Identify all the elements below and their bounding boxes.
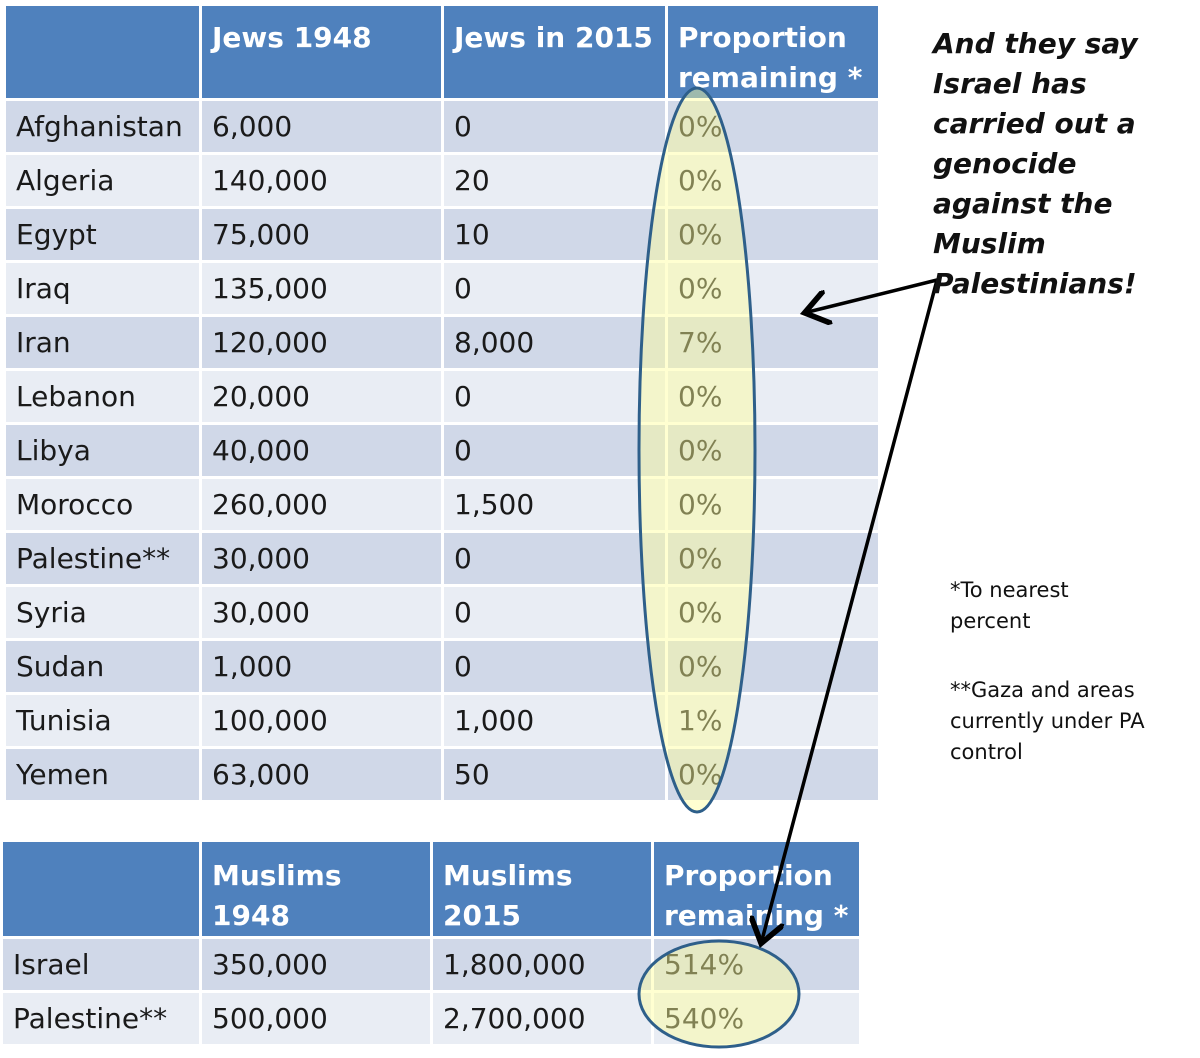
value-1948-cell: 120,000 [202, 317, 441, 368]
value-2015-cell: 8,000 [444, 317, 665, 368]
country-cell: Palestine** [3, 993, 199, 1044]
muslims-header-proportion: Proportion remaining * [654, 842, 859, 936]
country-cell: Yemen [6, 749, 199, 800]
jews-header-proportion: Proportion remaining * [668, 6, 878, 98]
value-2015-cell: 2,700,000 [433, 993, 651, 1044]
table-row: Syria 30,000 0 0% [6, 587, 878, 638]
table-row: Morocco 260,000 1,500 0% [6, 479, 878, 530]
value-1948-cell: 6,000 [202, 101, 441, 152]
proportion-cell: 0% [668, 209, 878, 260]
value-2015-cell: 1,000 [444, 695, 665, 746]
country-cell: Tunisia [6, 695, 199, 746]
country-cell: Egypt [6, 209, 199, 260]
value-2015-cell: 1,500 [444, 479, 665, 530]
value-1948-cell: 350,000 [202, 939, 430, 990]
value-2015-cell: 0 [444, 371, 665, 422]
proportion-cell: 0% [668, 533, 878, 584]
proportion-cell: 0% [668, 641, 878, 692]
value-2015-cell: 10 [444, 209, 665, 260]
jews-header-1948: Jews 1948 [202, 6, 441, 98]
table-row: Sudan 1,000 0 0% [6, 641, 878, 692]
value-1948-cell: 260,000 [202, 479, 441, 530]
value-1948-cell: 135,000 [202, 263, 441, 314]
proportion-cell: 540% [654, 993, 859, 1044]
muslims-header-2015: Muslims 2015 [433, 842, 651, 936]
table-row: Yemen 63,000 50 0% [6, 749, 878, 800]
proportion-cell: 0% [668, 371, 878, 422]
muslims-header-row: Muslims 1948 Muslims 2015 Proportion rem… [3, 842, 859, 936]
value-2015-cell: 0 [444, 533, 665, 584]
proportion-cell: 514% [654, 939, 859, 990]
table-row: Algeria 140,000 20 0% [6, 155, 878, 206]
muslims-header-blank [3, 842, 199, 936]
muslims-header-1948: Muslims 1948 [202, 842, 430, 936]
footnote-gaza: **Gaza and areas currently under PA cont… [950, 678, 1145, 764]
table-row: Palestine** 30,000 0 0% [6, 533, 878, 584]
proportion-cell: 1% [668, 695, 878, 746]
value-1948-cell: 100,000 [202, 695, 441, 746]
proportion-cell: 0% [668, 101, 878, 152]
country-cell: Iran [6, 317, 199, 368]
value-1948-cell: 30,000 [202, 587, 441, 638]
proportion-cell: 0% [668, 749, 878, 800]
table-row: Lebanon 20,000 0 0% [6, 371, 878, 422]
value-1948-cell: 40,000 [202, 425, 441, 476]
country-cell: Palestine** [6, 533, 199, 584]
table-row: Libya 40,000 0 0% [6, 425, 878, 476]
country-cell: Algeria [6, 155, 199, 206]
callout-text: And they say Israel has carried out a ge… [933, 27, 1138, 300]
country-cell: Iraq [6, 263, 199, 314]
value-2015-cell: 0 [444, 101, 665, 152]
value-2015-cell: 0 [444, 587, 665, 638]
footnote-nearest-percent: *To nearest percent [950, 578, 1069, 633]
proportion-cell: 0% [668, 479, 878, 530]
jews-header-row: Jews 1948 Jews in 2015 Proportion remain… [6, 6, 878, 98]
country-cell: Libya [6, 425, 199, 476]
table-row: Israel 350,000 1,800,000 514% [3, 939, 859, 990]
jews-header-blank [6, 6, 199, 98]
value-2015-cell: 0 [444, 425, 665, 476]
proportion-cell: 0% [668, 425, 878, 476]
value-2015-cell: 0 [444, 263, 665, 314]
country-cell: Syria [6, 587, 199, 638]
proportion-cell: 0% [668, 587, 878, 638]
value-2015-cell: 1,800,000 [433, 939, 651, 990]
muslims-table: Muslims 1948 Muslims 2015 Proportion rem… [0, 839, 862, 1047]
value-2015-cell: 50 [444, 749, 665, 800]
country-cell: Sudan [6, 641, 199, 692]
jews-table: Jews 1948 Jews in 2015 Proportion remain… [3, 3, 881, 803]
value-2015-cell: 20 [444, 155, 665, 206]
table-row: Iran 120,000 8,000 7% [6, 317, 878, 368]
proportion-cell: 0% [668, 155, 878, 206]
value-1948-cell: 75,000 [202, 209, 441, 260]
value-1948-cell: 20,000 [202, 371, 441, 422]
country-cell: Lebanon [6, 371, 199, 422]
value-1948-cell: 500,000 [202, 993, 430, 1044]
value-1948-cell: 63,000 [202, 749, 441, 800]
value-2015-cell: 0 [444, 641, 665, 692]
table-row: Tunisia 100,000 1,000 1% [6, 695, 878, 746]
jews-header-2015: Jews in 2015 [444, 6, 665, 98]
country-cell: Israel [3, 939, 199, 990]
value-1948-cell: 30,000 [202, 533, 441, 584]
table-row: Palestine** 500,000 2,700,000 540% [3, 993, 859, 1044]
table-row: Iraq 135,000 0 0% [6, 263, 878, 314]
proportion-cell: 0% [668, 263, 878, 314]
table-row: Egypt 75,000 10 0% [6, 209, 878, 260]
value-1948-cell: 1,000 [202, 641, 441, 692]
proportion-cell: 7% [668, 317, 878, 368]
table-row: Afghanistan 6,000 0 0% [6, 101, 878, 152]
country-cell: Morocco [6, 479, 199, 530]
country-cell: Afghanistan [6, 101, 199, 152]
value-1948-cell: 140,000 [202, 155, 441, 206]
